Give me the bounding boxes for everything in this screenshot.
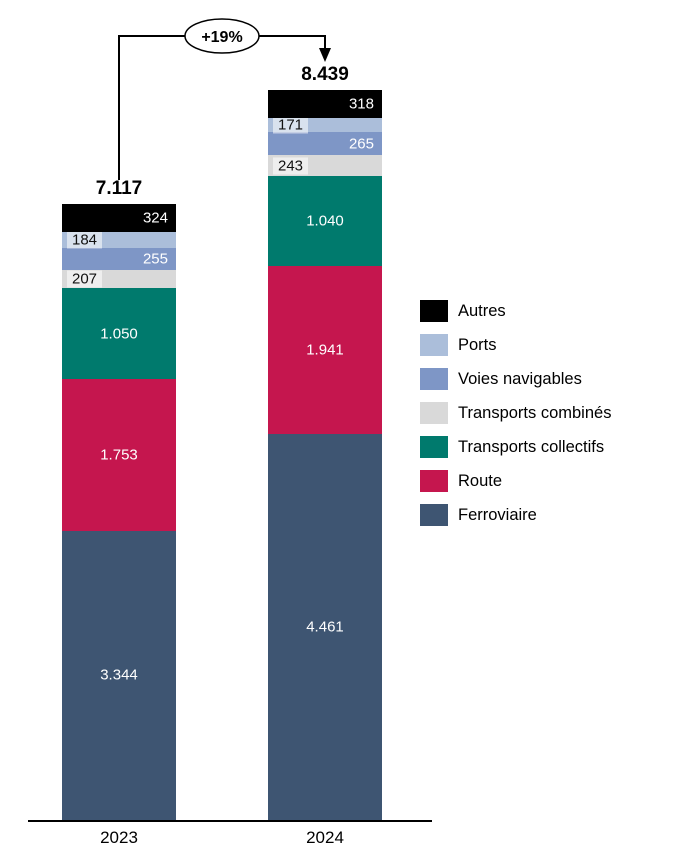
legend-label: Ferroviaire bbox=[458, 505, 537, 524]
segment-transports-combines-2024: 243 bbox=[268, 155, 382, 177]
segment-ports-2024: 171 bbox=[268, 116, 382, 134]
legend-swatch-route bbox=[420, 470, 448, 492]
legend-swatch-ports bbox=[420, 334, 448, 356]
segment-ferroviaire-2023: 3.344 bbox=[62, 530, 176, 820]
segment-route-2023: 1.753 bbox=[62, 379, 176, 531]
legend-item-transports-collectifs: Transports collectifs bbox=[420, 436, 611, 458]
segment-autres-2024: 318 bbox=[268, 90, 382, 118]
legend-swatch-transports-combines bbox=[420, 402, 448, 424]
segment-value-label: 265 bbox=[348, 135, 374, 153]
segment-value-label: 3.344 bbox=[100, 666, 138, 684]
segment-ferroviaire-2024: 4.461 bbox=[268, 434, 382, 820]
segment-value-label: 324 bbox=[142, 209, 168, 227]
legend-label: Route bbox=[458, 471, 503, 490]
legend-label: Transports combinés bbox=[458, 403, 612, 422]
segment-value-label: 4.461 bbox=[306, 618, 344, 636]
legend-label: Autres bbox=[458, 301, 506, 320]
segment-value-label: 1.050 bbox=[100, 325, 138, 343]
legend-swatch-ferroviaire bbox=[420, 504, 448, 526]
segment-transports-collectifs-2023: 1.050 bbox=[62, 288, 176, 380]
legend-swatch-voies-navigables bbox=[420, 368, 448, 390]
segment-route-2024: 1.941 bbox=[268, 266, 382, 435]
legend-label: Transports collectifs bbox=[458, 437, 605, 456]
segment-voies-navigables-2023: 255 bbox=[62, 248, 176, 271]
segment-value-label: 171 bbox=[273, 116, 309, 134]
segment-voies-navigables-2024: 265 bbox=[268, 132, 382, 156]
bar-column-2024: 4.461 1.941 1.040 243 265 171 318 bbox=[268, 30, 382, 820]
legend-label: Ports bbox=[458, 335, 497, 354]
segment-ports-2023: 184 bbox=[62, 231, 176, 249]
segment-value-label: 255 bbox=[142, 250, 168, 268]
total-label-2023: 7.117 bbox=[95, 178, 143, 200]
segment-value-label: 207 bbox=[67, 270, 103, 288]
legend-item-route: Route bbox=[420, 470, 611, 492]
legend-item-voies-navigables: Voies navigables bbox=[420, 368, 611, 390]
segment-value-label: 1.941 bbox=[306, 341, 344, 359]
segment-value-label: 184 bbox=[67, 231, 103, 249]
segment-autres-2023: 324 bbox=[62, 204, 176, 233]
segment-value-label: 1.753 bbox=[100, 446, 138, 464]
legend-item-transports-combines: Transports combinés bbox=[420, 402, 611, 424]
x-axis-label-2023: 2023 bbox=[100, 828, 138, 847]
legend-swatch-autres bbox=[420, 300, 448, 322]
bar-column-2023: 3.344 1.753 1.050 207 255 184 324 bbox=[62, 30, 176, 820]
legend-swatch-transports-collectifs bbox=[420, 436, 448, 458]
segment-transports-combines-2023: 207 bbox=[62, 270, 176, 289]
legend-item-ferroviaire: Ferroviaire bbox=[420, 504, 611, 526]
segment-value-label: 318 bbox=[348, 95, 374, 113]
legend-item-autres: Autres bbox=[420, 300, 611, 322]
segment-transports-collectifs-2024: 1.040 bbox=[268, 176, 382, 267]
legend-item-ports: Ports bbox=[420, 334, 611, 356]
segment-value-label: 1.040 bbox=[306, 212, 344, 230]
legend: Autres Ports Voies navigables Transports co… bbox=[420, 300, 611, 538]
x-axis-label-2024: 2024 bbox=[306, 828, 344, 847]
legend-label: Voies navigables bbox=[458, 369, 582, 388]
segment-value-label: 243 bbox=[273, 157, 309, 175]
x-axis-line bbox=[28, 820, 432, 822]
total-label-2024: 8.439 bbox=[301, 64, 349, 86]
